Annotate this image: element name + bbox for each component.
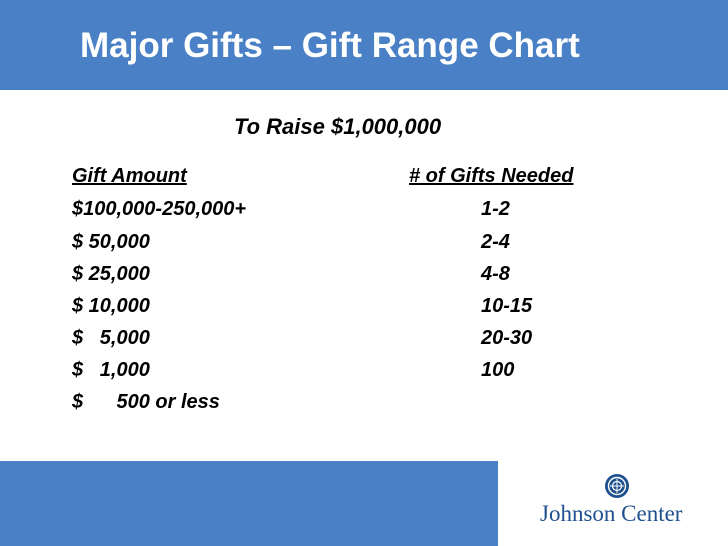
table-row-amount: $100,000-250,000+ xyxy=(72,198,247,220)
header-gifts-needed: # of Gifts Needed xyxy=(409,165,574,187)
table-row-gifts: 4-8 xyxy=(481,263,510,285)
table-row-amount: $ 500 or less xyxy=(72,391,220,413)
table-row-gifts: 2-4 xyxy=(481,231,510,253)
table-row-gifts: 100 xyxy=(481,359,515,381)
johnson-center-seal-icon xyxy=(605,474,629,498)
header-gift-amount: Gift Amount xyxy=(72,165,187,187)
table-row-amount: $ 25,000 xyxy=(72,263,150,285)
table-row-gifts: 1-2 xyxy=(481,198,510,220)
table-row-gifts: 10-15 xyxy=(481,295,533,317)
header-bar xyxy=(0,0,728,90)
table-row-amount: $ 1,000 xyxy=(72,359,150,381)
table-row-gifts: 20-30 xyxy=(481,327,533,349)
table-row-amount: $ 50,000 xyxy=(72,231,150,253)
slide-title: Major Gifts – Gift Range Chart xyxy=(80,26,580,65)
slide-subtitle: To Raise $1,000,000 xyxy=(234,114,442,139)
table-row-amount: $ 10,000 xyxy=(72,295,150,317)
logo-text: Johnson Center xyxy=(540,501,683,526)
table-row-amount: $ 5,000 xyxy=(72,327,150,349)
